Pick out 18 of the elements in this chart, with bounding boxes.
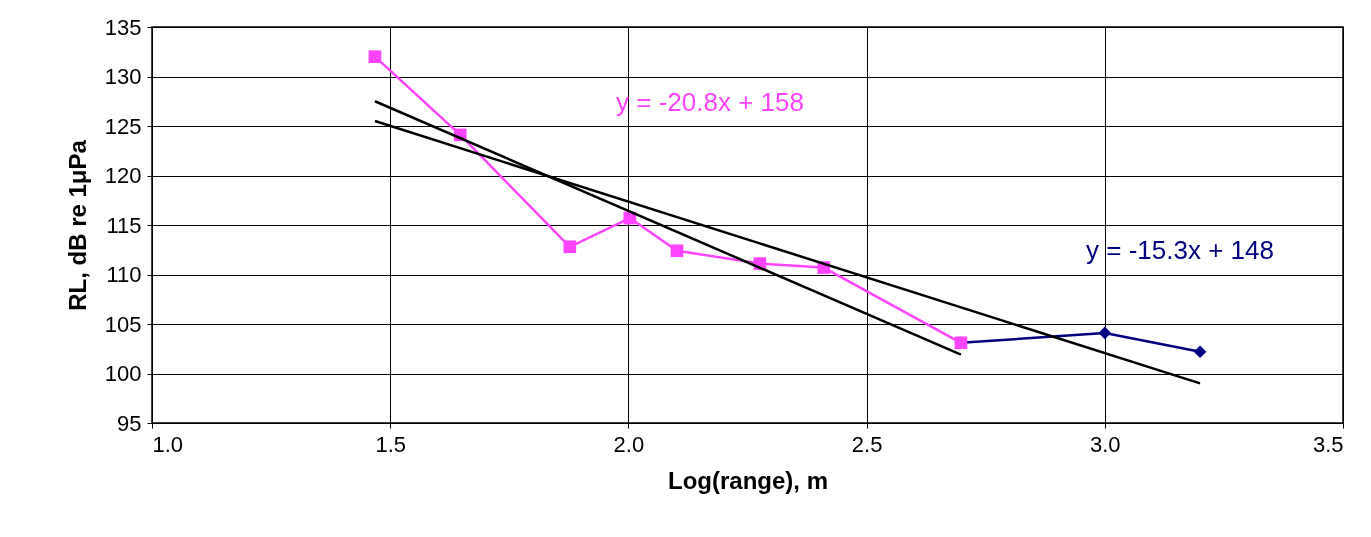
y-tick-label: 125 [104,113,142,139]
y-tick-label: 120 [104,163,142,188]
y-tick-label: 115 [106,212,142,238]
annotation: y = -15.3x + 148 [1086,235,1274,265]
y-tick-label: 130 [104,64,142,89]
x-tick-label: 1.5 [375,431,406,457]
y-tick-label: 105 [104,311,142,337]
x-tick-label: 2.0 [613,431,645,457]
x-axis-title: Log(range), m [668,466,828,494]
x-tick-label: 1.0 [152,431,184,457]
x-tick-label: 3.5 [1312,431,1344,457]
y-tick-label: 100 [104,361,142,386]
y-axis-title: RL, dB re 1μPa [63,139,91,311]
y-tick-label: 135 [104,14,142,40]
x-tick-label: 2.5 [851,431,883,457]
x-tick-label: 3.0 [1090,431,1121,457]
y-tick-label: 95 [117,410,142,436]
y-tick-label: 110 [106,262,142,287]
